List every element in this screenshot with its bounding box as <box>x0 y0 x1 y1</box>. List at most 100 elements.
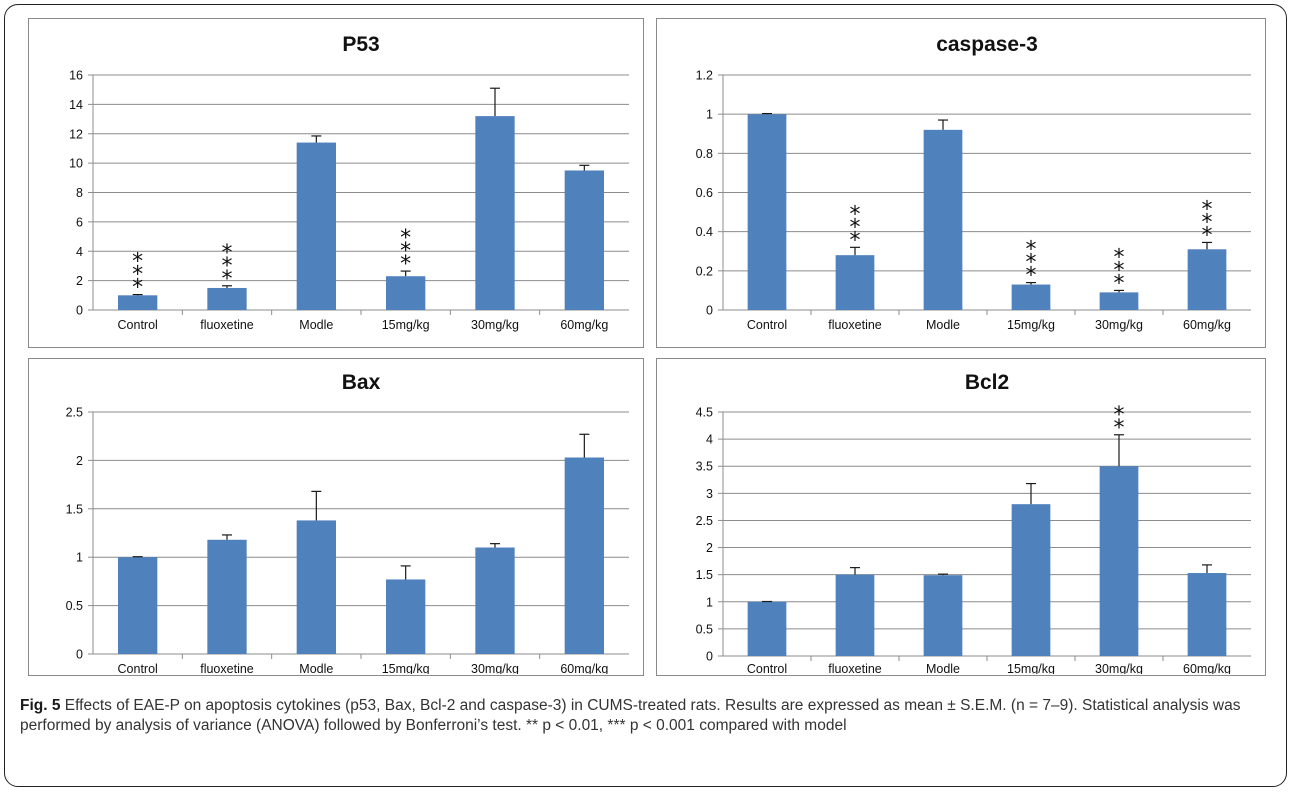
figure-frame <box>4 4 1287 787</box>
category-label: 60mg/kg <box>1183 318 1231 332</box>
figure-label: Fig. 5 <box>20 697 61 714</box>
y-tick-label: 1.2 <box>696 69 713 83</box>
significance-marker-30mg-kg: * * <box>1114 403 1125 441</box>
bar-60mg-kg <box>1187 573 1227 656</box>
y-tick-label: 4.5 <box>696 406 713 420</box>
chart-title: Bax <box>342 371 381 394</box>
category-label: fluoxetine <box>200 318 254 332</box>
bar-modle <box>923 575 963 656</box>
category-label: 30mg/kg <box>471 318 519 332</box>
y-tick-label: 2 <box>706 541 713 555</box>
bar-modle <box>296 142 336 310</box>
category-label: fluoxetine <box>828 662 882 674</box>
category-label: 30mg/kg <box>1095 318 1143 332</box>
y-tick-label: 2.5 <box>66 406 83 420</box>
bar-15mg-kg <box>1011 284 1051 310</box>
significance-marker-30mg-kg: * * * <box>1114 245 1125 296</box>
category-label: fluoxetine <box>200 662 254 674</box>
y-tick-label: 0.6 <box>696 186 713 200</box>
significance-marker-15mg-kg: * * * <box>1026 238 1037 289</box>
bar-fluoxetine <box>835 574 875 656</box>
significance-marker-control: * * * <box>132 250 143 301</box>
chart-bcl2: Bcl2 0 0.5 1 1.5 2 2.5 3 3.5 4 4.5 Control fluoxetin… <box>696 371 1251 674</box>
chart-title: caspase-3 <box>936 33 1038 56</box>
bar-15mg-kg <box>386 276 426 310</box>
y-tick-label: 1.5 <box>696 568 713 582</box>
category-label: Control <box>747 662 787 674</box>
chart-caspase-3: caspase-3 0 0.2 0.4 0.6 0.8 1 1.2 Control fluoxet… <box>696 33 1251 332</box>
y-tick-label: 1 <box>706 595 713 609</box>
y-tick-label: 0.4 <box>696 225 713 239</box>
category-label: Control <box>118 318 158 332</box>
y-tick-label: 16 <box>69 69 83 83</box>
category-label: Modle <box>299 662 333 674</box>
category-label: Control <box>118 662 158 674</box>
category-label: 60mg/kg <box>560 318 608 332</box>
y-tick-label: 2 <box>76 454 83 468</box>
y-tick-label: 4 <box>706 433 713 447</box>
y-tick-label: 3 <box>706 487 713 501</box>
y-tick-label: 0.5 <box>696 622 713 636</box>
y-tick-label: 0 <box>76 648 83 662</box>
chart-panel-p53: P53 0 2 4 6 8 10 12 14 16 Control * * * fluoxetine * * * M… <box>28 18 644 348</box>
y-tick-label: 4 <box>76 245 83 259</box>
significance-marker-60mg-kg: * * * <box>1202 197 1213 248</box>
category-label: 30mg/kg <box>471 662 519 674</box>
y-tick-label: 0 <box>706 304 713 318</box>
y-tick-label: 0 <box>76 304 83 318</box>
bar-control <box>747 114 787 311</box>
category-label: 60mg/kg <box>1183 662 1231 674</box>
chart-bax: Bax 0 0.5 1 1.5 2 2.5 Control fluoxetine Modle 15m… <box>66 371 629 674</box>
bar-30mg-kg <box>1099 466 1139 656</box>
y-tick-label: 8 <box>76 186 83 200</box>
bar-fluoxetine <box>207 539 247 654</box>
y-tick-label: 3.5 <box>696 460 713 474</box>
category-label: Modle <box>926 662 960 674</box>
bar-30mg-kg <box>1099 292 1139 310</box>
y-tick-label: 0.8 <box>696 147 713 161</box>
significance-marker-15mg-kg: * * * <box>400 226 411 277</box>
bar-15mg-kg <box>386 579 426 654</box>
bar-modle <box>296 520 336 654</box>
bar-fluoxetine <box>835 255 875 310</box>
bar-30mg-kg <box>475 547 515 654</box>
category-label: 15mg/kg <box>382 662 430 674</box>
chart-panel-bax: Bax 0 0.5 1 1.5 2 2.5 Control fluoxetine Modle 15m… <box>28 358 644 676</box>
y-tick-label: 6 <box>76 215 83 229</box>
category-label: Modle <box>926 318 960 332</box>
bar-60mg-kg <box>1187 249 1227 310</box>
category-label: Control <box>747 318 787 332</box>
y-tick-label: 12 <box>69 127 83 141</box>
chart-title: Bcl2 <box>965 371 1009 394</box>
y-tick-label: 1 <box>76 551 83 565</box>
bar-30mg-kg <box>475 116 515 310</box>
category-label: 15mg/kg <box>382 318 430 332</box>
bar-15mg-kg <box>1011 504 1051 656</box>
category-label: 15mg/kg <box>1007 662 1055 674</box>
y-tick-label: 2 <box>76 274 83 288</box>
chart-title: P53 <box>342 33 379 56</box>
y-tick-label: 1 <box>706 108 713 122</box>
y-tick-label: 14 <box>69 98 83 112</box>
y-tick-label: 0.2 <box>696 264 713 278</box>
y-tick-label: 0.5 <box>66 599 83 613</box>
bar-control <box>118 295 158 310</box>
category-label: fluoxetine <box>828 318 882 332</box>
bar-fluoxetine <box>207 287 247 310</box>
y-tick-label: 0 <box>706 650 713 664</box>
chart-p53: P53 0 2 4 6 8 10 12 14 16 Control * * * fluoxetine * * * M… <box>69 33 629 332</box>
chart-panel-bcl2: Bcl2 0 0.5 1 1.5 2 2.5 3 3.5 4 4.5 Control fluoxetin… <box>656 358 1266 676</box>
category-label: Modle <box>299 318 333 332</box>
significance-marker-fluoxetine: * * * <box>850 202 861 253</box>
figure-caption-text: Effects of EAE-P on apoptosis cytokines … <box>20 697 1241 734</box>
y-tick-label: 1.5 <box>66 502 83 516</box>
chart-panel-caspase-3: caspase-3 0 0.2 0.4 0.6 0.8 1 1.2 Control fluoxet… <box>656 18 1266 348</box>
y-tick-label: 10 <box>69 157 83 171</box>
category-label: 15mg/kg <box>1007 318 1055 332</box>
bar-60mg-kg <box>564 170 604 310</box>
bar-modle <box>923 129 963 310</box>
significance-marker-fluoxetine: * * * <box>222 241 233 292</box>
bar-60mg-kg <box>564 457 604 654</box>
y-tick-label: 2.5 <box>696 514 713 528</box>
category-label: 60mg/kg <box>560 662 608 674</box>
